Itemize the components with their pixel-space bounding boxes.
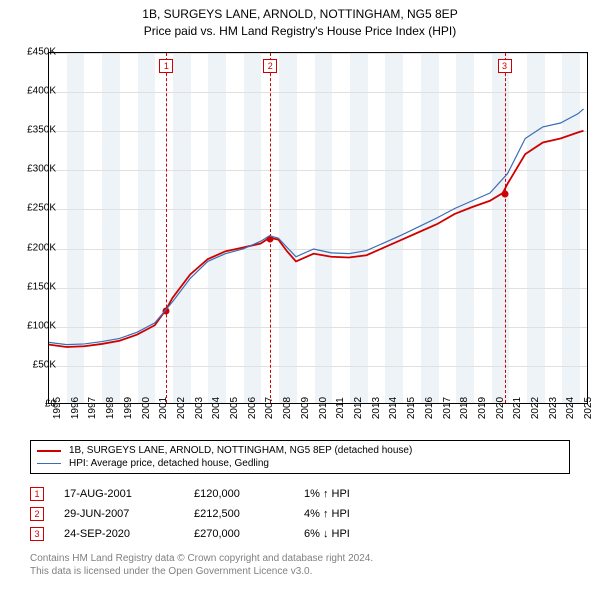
sale-price: £120,000: [194, 488, 284, 500]
x-axis-label: 2011: [335, 397, 346, 419]
chart-plot-area: 123: [48, 52, 588, 404]
x-axis-label: 1995: [52, 397, 63, 419]
sale-date: 29-JUN-2007: [64, 508, 174, 520]
x-axis-label: 2008: [282, 397, 293, 419]
sale-date: 24-SEP-2020: [64, 528, 174, 540]
x-axis-label: 2013: [371, 397, 382, 419]
sale-date: 17-AUG-2001: [64, 488, 174, 500]
sale-price: £270,000: [194, 528, 284, 540]
legend-swatch: [37, 463, 61, 464]
x-axis-label: 2025: [583, 397, 594, 419]
sales-table: 1 17-AUG-2001 £120,000 1% ↑ HPI 2 29-JUN-2007…: [30, 484, 570, 544]
chart-title: 1B, SURGEYS LANE, ARNOLD, NOTTINGHAM, NG…: [0, 0, 600, 40]
x-axis-label: 2010: [318, 397, 329, 419]
series-svg: [49, 53, 587, 403]
legend-item: 1B, SURGEYS LANE, ARNOLD, NOTTINGHAM, NG…: [37, 444, 563, 457]
x-axis-label: 2019: [477, 397, 488, 419]
sale-diff: 1% ↑ HPI: [304, 488, 404, 500]
sale-diff: 4% ↑ HPI: [304, 508, 404, 520]
x-axis-label: 2009: [300, 397, 311, 419]
legend-label: 1B, SURGEYS LANE, ARNOLD, NOTTINGHAM, NG…: [69, 445, 412, 456]
legend: 1B, SURGEYS LANE, ARNOLD, NOTTINGHAM, NG…: [30, 440, 570, 474]
y-axis-label: £450K: [27, 47, 56, 58]
x-axis-label: 2020: [495, 397, 506, 419]
x-axis-label: 2015: [406, 397, 417, 419]
sale-row: 1 17-AUG-2001 £120,000 1% ↑ HPI: [30, 484, 570, 504]
series-hpi: [49, 109, 584, 345]
legend-label: HPI: Average price, detached house, Gedl…: [69, 458, 269, 469]
x-axis-label: 2023: [548, 397, 559, 419]
series-property: [49, 131, 584, 347]
x-axis-label: 2003: [194, 397, 205, 419]
sale-number: 3: [30, 527, 44, 541]
x-axis-label: 2017: [442, 397, 453, 419]
x-axis-label: 2004: [211, 397, 222, 419]
footer-line2: This data is licensed under the Open Gov…: [30, 565, 373, 578]
legend-swatch: [37, 450, 61, 452]
legend-item: HPI: Average price, detached house, Gedl…: [37, 457, 563, 470]
x-axis-label: 2014: [388, 397, 399, 419]
attribution-footer: Contains HM Land Registry data © Crown c…: [30, 552, 373, 578]
x-axis-label: 2001: [158, 397, 169, 419]
sale-number: 2: [30, 507, 44, 521]
y-axis-label: £250K: [27, 203, 56, 214]
sale-diff: 6% ↓ HPI: [304, 528, 404, 540]
x-axis-label: 2007: [264, 397, 275, 419]
y-axis-label: £400K: [27, 86, 56, 97]
y-axis-label: £300K: [27, 164, 56, 175]
x-axis-label: 2016: [424, 397, 435, 419]
x-axis-label: 2006: [247, 397, 258, 419]
y-axis-label: £200K: [27, 242, 56, 253]
sale-row: 3 24-SEP-2020 £270,000 6% ↓ HPI: [30, 524, 570, 544]
x-axis-label: 2018: [459, 397, 470, 419]
x-axis-label: 1998: [105, 397, 116, 419]
y-axis-label: £150K: [27, 281, 56, 292]
x-axis-label: 2000: [141, 397, 152, 419]
sale-row: 2 29-JUN-2007 £212,500 4% ↑ HPI: [30, 504, 570, 524]
footer-line1: Contains HM Land Registry data © Crown c…: [30, 552, 373, 565]
x-axis-label: 2002: [176, 397, 187, 419]
title-line1: 1B, SURGEYS LANE, ARNOLD, NOTTINGHAM, NG…: [0, 6, 600, 23]
y-axis-label: £350K: [27, 125, 56, 136]
x-axis-label: 1999: [123, 397, 134, 419]
x-axis-label: 2021: [512, 397, 523, 419]
x-axis-label: 2024: [565, 397, 576, 419]
x-axis-label: 1996: [70, 397, 81, 419]
y-axis-label: £50K: [33, 359, 56, 370]
x-axis-label: 2012: [353, 397, 364, 419]
sale-number: 1: [30, 487, 44, 501]
x-axis-label: 2005: [229, 397, 240, 419]
x-axis-label: 2022: [530, 397, 541, 419]
y-axis-label: £100K: [27, 320, 56, 331]
x-axis-label: 1997: [87, 397, 98, 419]
title-line2: Price paid vs. HM Land Registry's House …: [0, 23, 600, 40]
sale-price: £212,500: [194, 508, 284, 520]
